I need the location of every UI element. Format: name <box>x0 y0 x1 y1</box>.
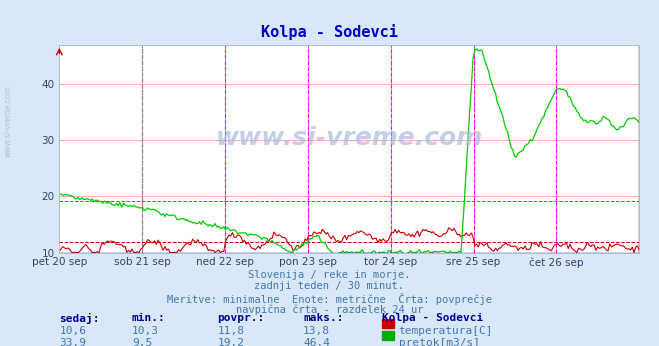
Text: Kolpa - Sodevci: Kolpa - Sodevci <box>382 313 484 323</box>
Text: 10,6: 10,6 <box>59 326 86 336</box>
Text: Slovenija / reke in morje.: Slovenija / reke in morje. <box>248 270 411 280</box>
Text: 9,5: 9,5 <box>132 338 152 346</box>
Text: Meritve: minimalne  Enote: metrične  Črta: povprečje: Meritve: minimalne Enote: metrične Črta:… <box>167 293 492 305</box>
Text: pretok[m3/s]: pretok[m3/s] <box>399 338 480 346</box>
Text: 19,2: 19,2 <box>217 338 244 346</box>
Text: www.si-vreme.com: www.si-vreme.com <box>3 85 13 157</box>
Text: zadnji teden / 30 minut.: zadnji teden / 30 minut. <box>254 281 405 291</box>
Text: povpr.:: povpr.: <box>217 313 265 323</box>
Text: min.:: min.: <box>132 313 165 323</box>
Text: navpična črta - razdelek 24 ur: navpična črta - razdelek 24 ur <box>236 304 423 315</box>
Text: maks.:: maks.: <box>303 313 343 323</box>
Text: www.si-vreme.com: www.si-vreme.com <box>215 126 483 151</box>
Text: 46,4: 46,4 <box>303 338 330 346</box>
Text: Kolpa - Sodevci: Kolpa - Sodevci <box>261 24 398 40</box>
Text: sedaj:: sedaj: <box>59 313 100 324</box>
Text: 11,8: 11,8 <box>217 326 244 336</box>
Text: temperatura[C]: temperatura[C] <box>399 326 493 336</box>
Text: 33,9: 33,9 <box>59 338 86 346</box>
Text: 13,8: 13,8 <box>303 326 330 336</box>
Text: 10,3: 10,3 <box>132 326 159 336</box>
